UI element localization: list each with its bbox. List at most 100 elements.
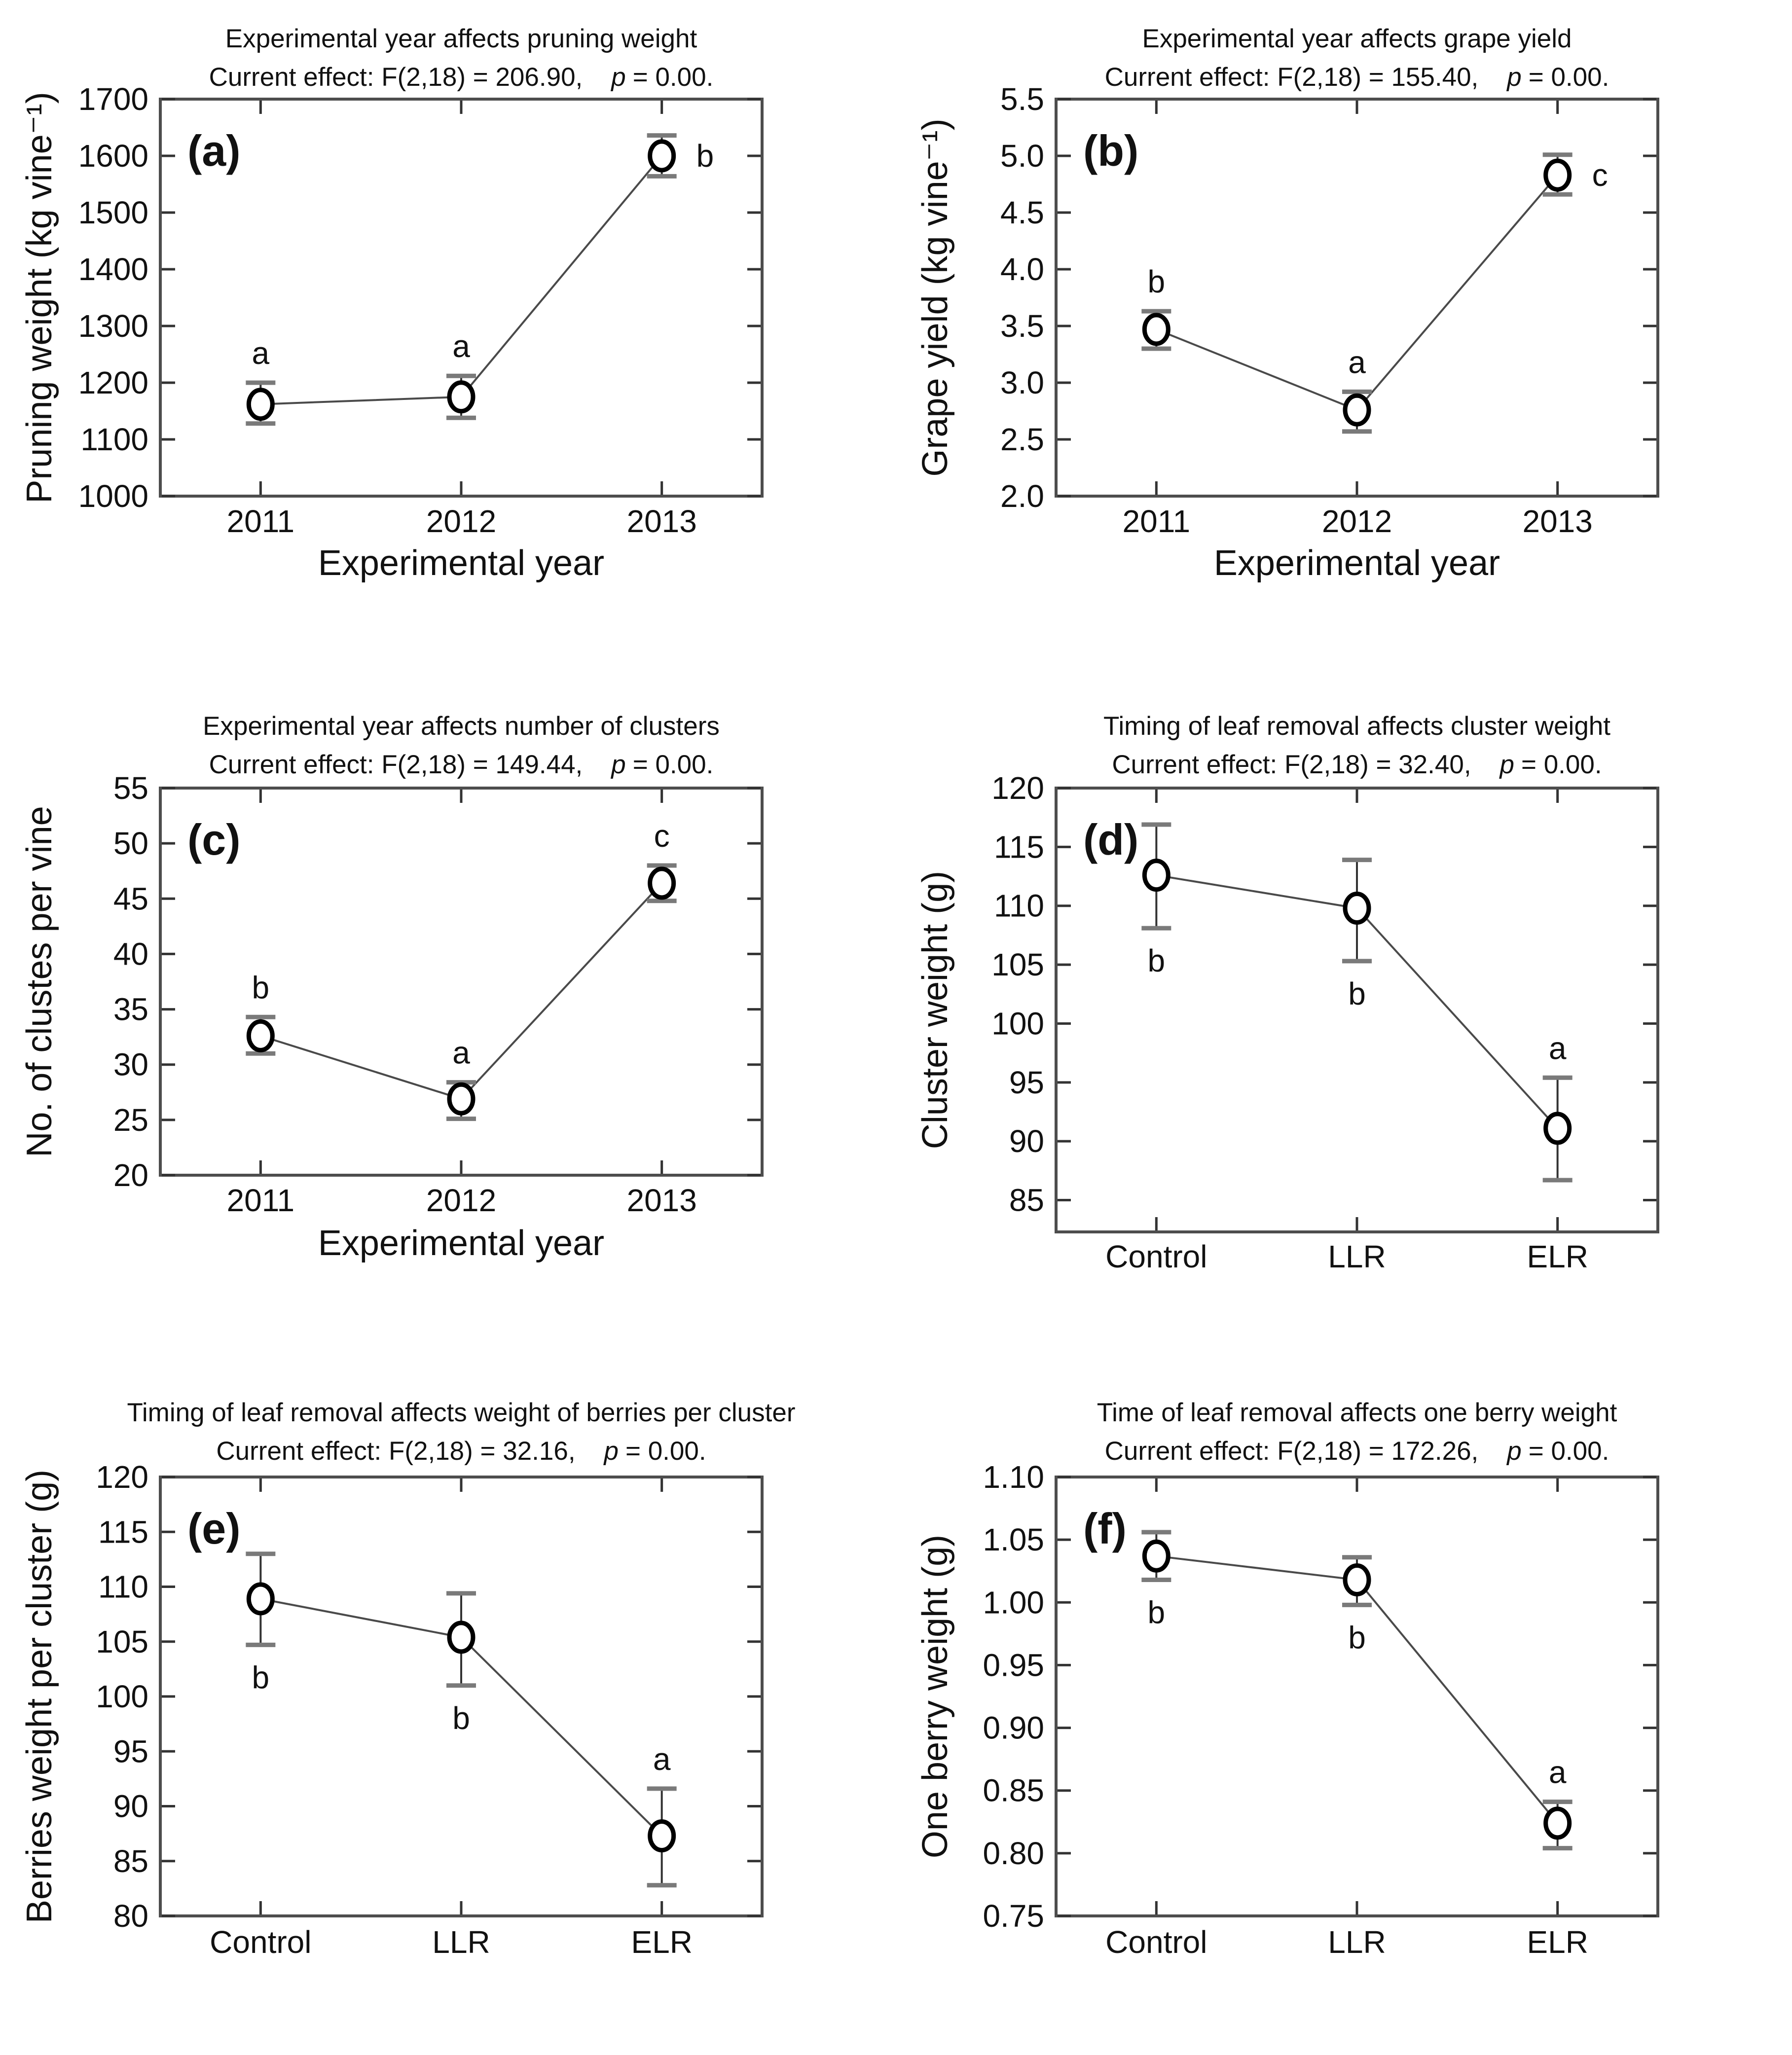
x-tick-label: 2011 — [227, 504, 295, 539]
data-point-marker — [648, 866, 676, 900]
panel-b-chart: Experimental year affects grape yield Cur… — [915, 24, 1659, 583]
plot-frame — [1055, 1476, 1659, 1917]
p-symbol: p — [1499, 750, 1514, 779]
p-symbol: p — [610, 63, 625, 92]
x-tick-label: Control — [1105, 1239, 1207, 1274]
chart-panel-f: Time of leaf removal affects one berry w… — [915, 1371, 1792, 2053]
y-axis-label: Cluster weight (g) — [915, 871, 955, 1149]
y-tick-label: 100 — [991, 1006, 1044, 1041]
plot-frame — [159, 1476, 764, 1917]
data-point-marker — [1343, 892, 1371, 925]
plot-frame — [1055, 98, 1659, 498]
y-tick-label: 0.95 — [983, 1647, 1044, 1683]
y-axis-label: Berries weight per cluster (g) — [20, 1470, 59, 1923]
y-tick-label: 5.0 — [1000, 138, 1044, 174]
panel-c-chart: Experimental year affects number of clus… — [20, 712, 764, 1263]
panel-title: Experimental year affects number of clus… — [203, 712, 720, 741]
y-tick-label: 4.0 — [1000, 252, 1044, 287]
p-value: = 0.00. — [1521, 750, 1602, 779]
significance-letter: b — [252, 970, 270, 1005]
x-axis-label: Experimental year — [1214, 543, 1500, 583]
data-point-marker — [1343, 393, 1371, 427]
x-tick-label: 2011 — [227, 1183, 295, 1218]
x-tick-label: ELR — [631, 1924, 693, 1960]
panel-subtitle: Current effect: F(2,18) = 155.40, p = 0.00… — [1105, 63, 1609, 92]
significance-letter: b — [252, 1659, 270, 1695]
y-tick-label: 95 — [113, 1733, 148, 1769]
y-axis-label: Grape yield (kg vine⁻¹) — [915, 118, 955, 476]
p-symbol: p — [1506, 1437, 1521, 1466]
y-tick-label: 1.10 — [983, 1459, 1044, 1495]
data-point-marker — [447, 1621, 475, 1654]
panel-title: Timing of leaf removal affects cluster w… — [1103, 712, 1610, 741]
x-tick-label: 2013 — [626, 1183, 696, 1218]
y-tick-label: 90 — [113, 1789, 148, 1824]
y-tick-label: 1300 — [78, 308, 148, 344]
panel-letter: (c) — [187, 815, 241, 864]
significance-letter: b — [1148, 264, 1166, 299]
x-tick-label: 2013 — [1522, 504, 1592, 539]
x-axis-label: Experimental year — [318, 1224, 604, 1263]
y-tick-label: 2.5 — [1000, 422, 1044, 457]
p-symbol: p — [603, 1437, 619, 1466]
effect-text: Current effect: F(2,18) = 32.16, — [216, 1437, 575, 1466]
y-tick-label: 90 — [1009, 1123, 1044, 1159]
panel-e-chart: Timing of leaf removal affects weight of… — [20, 1398, 796, 1960]
significance-letter: c — [654, 818, 670, 854]
significance-letter: a — [252, 335, 270, 371]
y-tick-label: 105 — [96, 1624, 148, 1659]
panel-title: Experimental year affects pruning weight — [225, 24, 697, 53]
y-tick-label: 100 — [96, 1679, 148, 1714]
data-point-marker — [648, 1819, 676, 1853]
effect-text: Current effect: F(2,18) = 155.40, — [1105, 63, 1479, 92]
panel-subtitle: Current effect: F(2,18) = 206.90, p = 0.00… — [209, 63, 714, 92]
y-tick-label: 50 — [113, 826, 148, 861]
y-tick-label: 0.75 — [983, 1898, 1044, 1934]
x-axis-label: Experimental year — [318, 543, 604, 583]
significance-letter: a — [1348, 344, 1366, 380]
panel-subtitle: Current effect: F(2,18) = 32.16, p = 0.00. — [216, 1437, 706, 1466]
panel-letter: (f) — [1083, 1504, 1127, 1553]
panel-letter: (a) — [187, 126, 241, 175]
x-tick-label: 2011 — [1123, 504, 1191, 539]
data-point-marker — [246, 1582, 275, 1616]
panel-d-chart: Timing of leaf removal affects cluster w… — [915, 712, 1659, 1274]
y-tick-label: 80 — [113, 1898, 148, 1934]
effect-text: Current effect: F(2,18) = 32.40, — [1112, 750, 1471, 779]
plot-frame — [159, 787, 764, 1177]
data-point-marker — [246, 388, 275, 421]
chart-panel-a: Experimental year affects pruning weight… — [20, 8, 915, 689]
x-tick-label: LLR — [1328, 1924, 1386, 1960]
y-tick-label: 85 — [113, 1843, 148, 1879]
x-tick-label: 2013 — [626, 504, 696, 539]
effect-text: Current effect: F(2,18) = 149.44, — [209, 750, 583, 779]
data-point-marker — [246, 1019, 275, 1052]
significance-letter: b — [452, 1700, 470, 1736]
y-axis-label: No. of clustes per vine — [20, 806, 59, 1157]
y-tick-label: 120 — [991, 770, 1044, 806]
panel-title: Experimental year affects grape yield — [1142, 24, 1572, 53]
y-tick-label: 3.0 — [1000, 365, 1044, 400]
x-tick-label: Control — [1105, 1924, 1207, 1960]
y-tick-label: 4.5 — [1000, 195, 1044, 230]
y-tick-label: 110 — [994, 888, 1044, 924]
y-tick-label: 110 — [98, 1569, 148, 1605]
plot-frame — [159, 98, 764, 498]
y-tick-label: 115 — [98, 1514, 148, 1550]
y-tick-label: 0.90 — [983, 1710, 1044, 1746]
panel-a-chart: Experimental year affects pruning weight… — [20, 24, 764, 583]
panel-letter: (b) — [1083, 126, 1138, 175]
y-tick-label: 55 — [113, 770, 148, 806]
x-tick-label: ELR — [1527, 1239, 1588, 1274]
panel-subtitle: Current effect: F(2,18) = 32.40, p = 0.00. — [1112, 750, 1602, 779]
data-point-marker — [1142, 1539, 1170, 1573]
p-value: = 0.00. — [1529, 1437, 1609, 1466]
y-tick-label: 0.85 — [983, 1773, 1044, 1808]
significance-letter: a — [452, 328, 470, 364]
series-line — [260, 155, 663, 405]
y-axis-label: One berry weight (g) — [915, 1535, 955, 1858]
significance-letter: b — [1148, 943, 1166, 978]
y-axis-label: Pruning weight (kg vine⁻¹) — [20, 92, 59, 503]
y-tick-label: 1100 — [80, 422, 148, 457]
